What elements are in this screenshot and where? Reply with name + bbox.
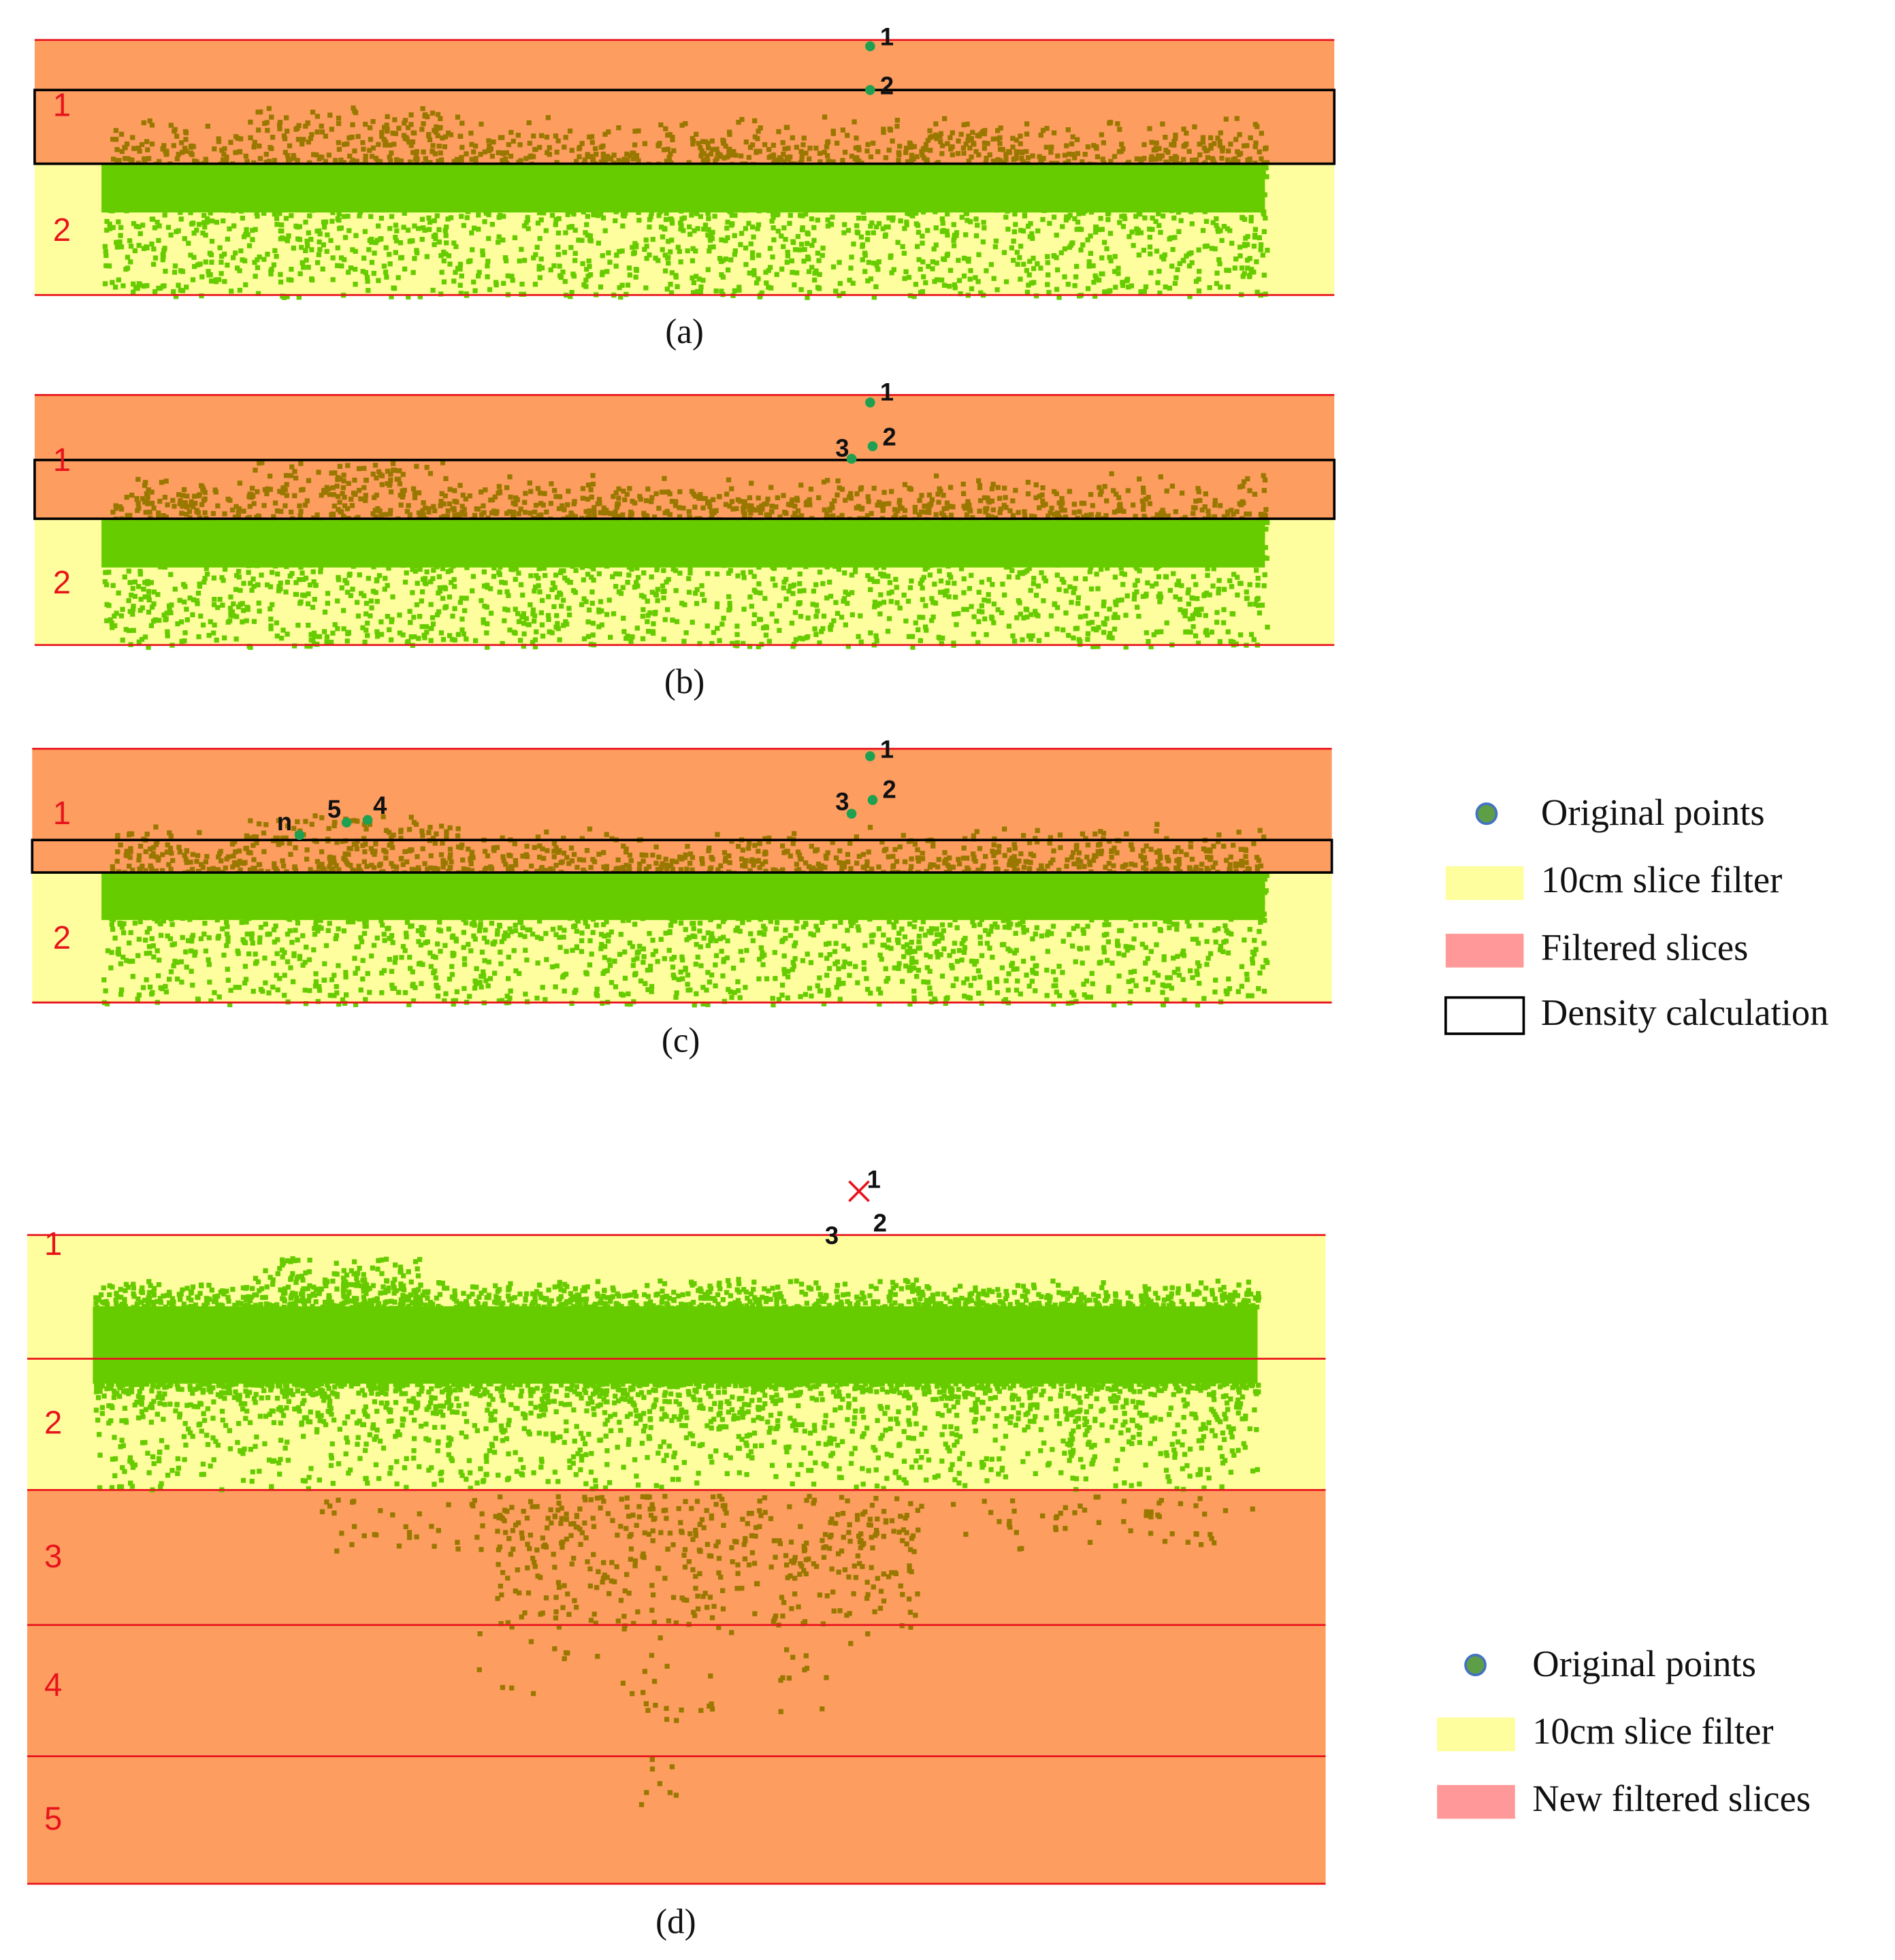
point-cloud (248, 813, 449, 853)
caption: (c) (662, 1021, 700, 1060)
slice-label: 2 (53, 920, 71, 956)
point-cloud (638, 1690, 679, 1808)
legend: Original points 10cm slice filter New filt… (1437, 1643, 1811, 1819)
green-core (93, 1306, 1258, 1384)
slice-label: 2 (53, 565, 71, 601)
legend-label: 10cm slice filter (1541, 859, 1782, 900)
legend-swatch (1475, 802, 1498, 826)
point-cloud (319, 1494, 1255, 1554)
point-cloud (248, 105, 443, 144)
original-point (865, 751, 875, 762)
slice-label: 1 (44, 1226, 62, 1262)
panel: 1 2 3 4 5 1 2 3 (d) (27, 1165, 1326, 1941)
point-label: 2 (880, 71, 894, 99)
panel: 1 2 1 2 (a) (33, 22, 1336, 351)
legend-swatch (1437, 1717, 1515, 1752)
original-point (865, 41, 875, 52)
original-point (867, 795, 878, 805)
legend-swatch (1445, 866, 1524, 900)
original-point (867, 441, 878, 452)
original-point (846, 808, 857, 819)
legend-label: Original points (1532, 1643, 1756, 1684)
legend-label: Density calculation (1541, 992, 1829, 1033)
point-label: 1 (880, 22, 894, 50)
panel: 1 2 1 2 3 (b) (33, 378, 1336, 701)
legend-label: Filtered slices (1541, 926, 1748, 968)
point-label: 2 (883, 775, 896, 803)
density-box (33, 459, 1336, 521)
point-cloud (101, 872, 1270, 1008)
filtered-slice (32, 749, 1332, 873)
point-label: 2 (873, 1209, 887, 1237)
panel: 1 2 1 2 3 n 5 4 (c) (31, 735, 1333, 1060)
slice-label: 2 (53, 212, 71, 248)
point-label: 1 (880, 378, 894, 406)
original-point (865, 397, 875, 408)
point-cloud (110, 821, 1267, 878)
original-point (865, 84, 875, 95)
original-point (846, 453, 857, 464)
point-cloud (110, 469, 1269, 525)
slice-label: 4 (44, 1667, 62, 1703)
point-cloud (248, 460, 446, 500)
legend-swatch (1464, 1654, 1487, 1677)
caption: (a) (665, 312, 703, 351)
point-label: 3 (825, 1222, 839, 1250)
slice-label: 2 (44, 1405, 62, 1441)
point-cloud (101, 520, 1270, 650)
removed-mark (848, 1180, 870, 1203)
filtered-slice (27, 1490, 1326, 1884)
original-point (362, 815, 373, 826)
point-label: 5 (327, 796, 341, 823)
point-label: n (277, 808, 292, 836)
point-cloud (101, 165, 1270, 300)
caption: (b) (664, 662, 704, 701)
slice-label: 5 (44, 1801, 62, 1838)
point-label: 3 (835, 788, 849, 816)
point-cloud (248, 1256, 423, 1311)
slice-label: 1 (53, 442, 71, 478)
original-point (294, 830, 305, 840)
point-cloud (110, 114, 1269, 170)
slice-label: 1 (53, 796, 71, 832)
point-cloud (93, 1381, 1261, 1492)
legend-label: Original points (1541, 791, 1765, 833)
point-cloud (495, 1493, 921, 1631)
density-box (33, 88, 1336, 165)
slice-label: 1 (53, 87, 71, 123)
point-cloud (93, 1277, 1262, 1316)
density-box (31, 838, 1333, 874)
legend-swatch (1445, 934, 1524, 968)
point-label: 1 (880, 735, 894, 763)
point-label: 2 (883, 423, 896, 451)
point-label: 3 (835, 434, 849, 462)
legend: Original points 10cm slice filter Filtered… (1444, 791, 1829, 1035)
original-point (341, 817, 352, 828)
point-label: 1 (867, 1165, 881, 1193)
legend-label: 10cm slice filter (1532, 1710, 1773, 1752)
legend-swatch (1444, 996, 1525, 1035)
slice-label: 3 (44, 1539, 62, 1575)
legend-label: New filtered slices (1532, 1778, 1811, 1819)
legend-swatch (1437, 1784, 1515, 1819)
caption: (d) (655, 1902, 696, 1941)
filtered-slice (34, 39, 1335, 165)
point-label: 4 (373, 791, 387, 819)
